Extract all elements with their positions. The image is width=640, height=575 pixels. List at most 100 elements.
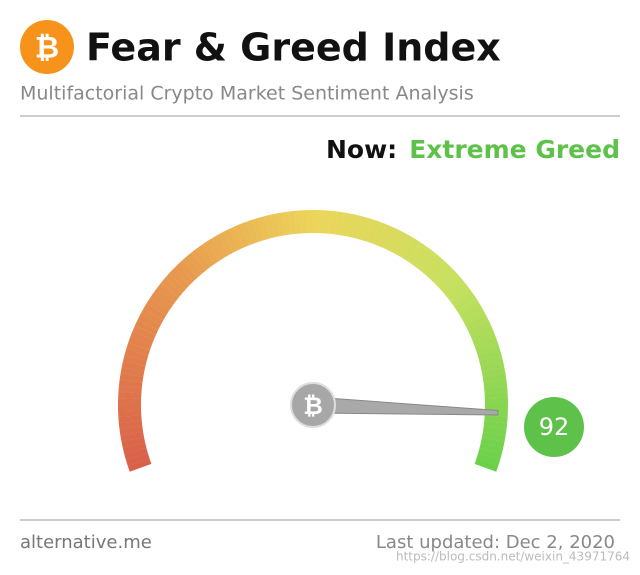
gauge-arc-segment — [432, 264, 453, 286]
gauge-arc-segment — [245, 219, 260, 244]
gauge-arc-segment — [402, 238, 420, 261]
gauge-arc-segment — [484, 404, 508, 411]
gauge-arc-segment — [168, 269, 190, 290]
gauge-arc-segment — [206, 238, 225, 261]
gauge-arc-segment — [306, 210, 314, 234]
gauge: ₿ 92 — [118, 210, 584, 472]
gauge-arc-segment — [153, 287, 176, 307]
bitcoin-symbol: ₿ — [35, 31, 59, 66]
gauge-arc-segment — [137, 314, 161, 331]
gauge-arc-segment — [122, 354, 147, 367]
value-badge — [524, 397, 584, 457]
gauge-arc-segment — [156, 283, 179, 302]
gauge-arc-segment — [479, 442, 504, 454]
gauge-arc-segment — [263, 214, 275, 239]
gauge-arc-segment — [118, 415, 142, 424]
gauge-arc-segment — [467, 320, 492, 336]
gauge-arc-segment — [436, 269, 458, 290]
gauge-arc-segment — [120, 367, 145, 378]
watermark: https://blog.csdn.net/weixin_43971764 — [396, 550, 630, 564]
gauge-arc-segment — [300, 210, 308, 234]
gauge-arc-segment — [481, 431, 506, 442]
gauge-arc-segment — [118, 385, 142, 394]
gauge-arc-segment — [470, 325, 494, 341]
now-label: Now: — [326, 135, 397, 164]
title: Fear & Greed Index — [86, 26, 501, 70]
gauge-arc-segment — [196, 244, 215, 268]
gauge-arc-segment — [257, 216, 270, 241]
gauge-arc-segment — [122, 442, 147, 454]
gauge-arc-segment — [251, 217, 265, 242]
gauge-arc-segment — [120, 431, 145, 442]
gauge-arc-segment — [478, 448, 502, 460]
gauge-arc-segment — [140, 308, 164, 326]
gauge-arc-segment — [474, 458, 499, 472]
gauge-arc-segment — [382, 226, 398, 251]
gauge-arc-segment — [443, 278, 466, 298]
gauge-arc-segment — [281, 211, 292, 236]
needle-hub — [290, 382, 336, 428]
gauge-arc-segment — [345, 213, 357, 238]
gauge-arc-segment — [406, 241, 425, 264]
gauge-arc-segment — [121, 437, 146, 448]
gauge-arc-segment — [234, 224, 249, 248]
gauge-arc-segment — [132, 325, 156, 341]
gauge-arc-segment — [472, 331, 496, 346]
gauge-arc-segment — [191, 248, 211, 271]
gauge-arc-segment — [228, 226, 244, 250]
gauge-arc-segment — [356, 216, 369, 241]
gauge-arc-segment — [239, 221, 254, 246]
hub-symbol: ₿ — [303, 392, 323, 420]
gauge-arc-segment — [456, 298, 480, 316]
gauge-arc-segment — [118, 404, 142, 411]
gauge-arc-segment — [351, 214, 363, 239]
gauge-arc-segment — [483, 379, 508, 389]
subtitle: Multifactorial Crypto Market Sentiment A… — [20, 83, 474, 105]
gauge-arc-segment — [428, 260, 449, 282]
source: alternative.me — [20, 532, 152, 553]
gauge-arc-segment — [212, 234, 229, 258]
gauge-arc-segment — [474, 337, 498, 351]
gauge-arc-segment — [477, 349, 502, 362]
gauge-arc-segment — [329, 210, 339, 235]
gauge-arc-segment — [128, 337, 152, 351]
gauge-arc-segment — [149, 293, 173, 311]
gauge-arc-segment — [177, 260, 198, 282]
gauge-arc-segment — [334, 211, 345, 236]
bitcoin-logo — [20, 20, 74, 74]
gauge-arc-segment — [367, 219, 381, 244]
gauge-arc-segment — [420, 252, 440, 274]
gauge-arc-segment — [182, 256, 202, 278]
gauge-arc-segment — [222, 229, 239, 253]
gauge-arc-segment — [484, 415, 508, 424]
gauge-arc-segment — [462, 308, 486, 326]
gauge-arc-segment — [288, 210, 297, 235]
gauge-arc-segment — [377, 224, 392, 248]
gauge-arc-segment — [340, 212, 351, 237]
value-label: 92 — [539, 413, 570, 441]
gauge-arc-segment — [119, 426, 144, 436]
gauge-arc-segment — [313, 210, 320, 234]
gauge-arc-segment — [118, 409, 142, 417]
gauge-arc-segment — [480, 437, 505, 448]
gauge-arc-segment — [275, 212, 286, 237]
gauge-arc-segment — [424, 256, 444, 278]
gauge-arc-segment — [269, 213, 281, 238]
gauge-arc-segment — [447, 283, 470, 302]
gauge-arc-segment — [440, 273, 462, 294]
gauge-arc-segment — [201, 241, 220, 264]
gauge-arc-segment — [453, 293, 477, 311]
gauge-arc-segment — [481, 367, 506, 378]
gauge-arc-segment — [173, 264, 194, 286]
gauge-arc-segment — [415, 248, 435, 271]
gauge-arc-segment — [164, 273, 186, 294]
gauge-arc-segment — [484, 385, 508, 394]
gauge-arc-segment — [121, 361, 146, 372]
gauge-arc-segment — [480, 361, 505, 372]
gauge-arc-segment — [124, 447, 148, 460]
gauge-arc-segment — [124, 348, 149, 361]
gauge-arc-segment — [118, 391, 142, 399]
gauge-arc-segment — [397, 235, 415, 258]
last-updated: Last updated: Dec 2, 2020 — [376, 532, 615, 553]
